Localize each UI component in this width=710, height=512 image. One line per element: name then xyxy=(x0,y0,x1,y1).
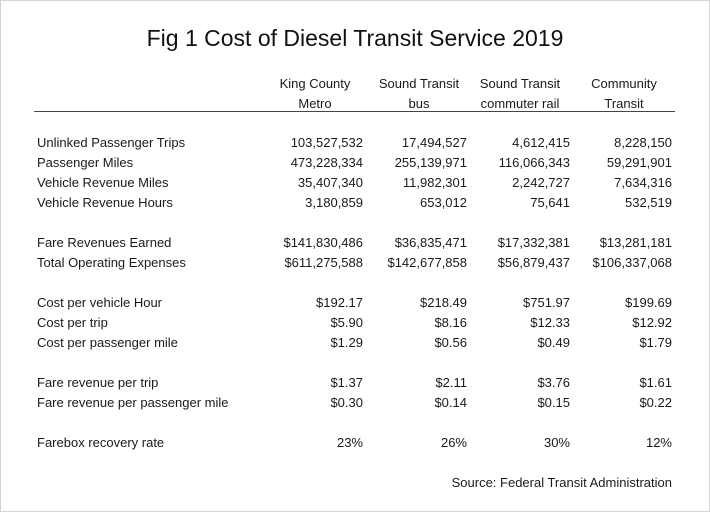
table-cell: $1.79 xyxy=(639,335,672,350)
column-header-line: Metro xyxy=(298,96,332,111)
table-cell: 3,180,859 xyxy=(305,195,363,210)
row-label: Fare Revenues Earned xyxy=(37,235,172,250)
row-label: Cost per vehicle Hour xyxy=(37,295,162,310)
table-cell: $12.92 xyxy=(632,315,672,330)
table-cell: $1.61 xyxy=(639,375,672,390)
table-cell: $56,879,437 xyxy=(497,255,570,270)
row-label: Total Operating Expenses xyxy=(37,255,186,270)
row-label: Vehicle Revenue Hours xyxy=(37,195,173,210)
row-label: Fare revenue per passenger mile xyxy=(37,395,229,410)
table-cell: $12.33 xyxy=(530,315,570,330)
table-cell: $3.76 xyxy=(537,375,570,390)
table-row: Farebox recovery rate 23% 26% 30% 12% xyxy=(1,433,709,453)
table-cell: $142,677,858 xyxy=(387,255,467,270)
table-row: Vehicle Revenue Miles 35,407,340 11,982,30… xyxy=(1,173,709,193)
table-cell: $0.15 xyxy=(537,395,570,410)
table-cell: 17,494,527 xyxy=(401,135,467,150)
table-cell: 103,527,532 xyxy=(290,135,363,150)
column-header-line: King County xyxy=(279,76,351,91)
table-row: Total Operating Expenses $611,275,588 $142… xyxy=(1,253,709,273)
table-cell: 11,982,301 xyxy=(402,175,467,190)
table-row: Fare Revenues Earned $141,830,486 $36,835,… xyxy=(1,233,709,253)
table-cell: $751.97 xyxy=(523,295,570,310)
table-cell: 7,634,316 xyxy=(614,175,672,190)
table-cell: $0.56 xyxy=(434,335,467,350)
column-header-sound-transit-commuter-rail: Sound Transit commuter rail xyxy=(471,74,569,114)
table-cell: 59,291,901 xyxy=(606,155,672,170)
table-row: Unlinked Passenger Trips 103,527,532 17,49… xyxy=(1,133,709,153)
table-cell: $13,281,181 xyxy=(599,235,672,250)
table-cell: $1.29 xyxy=(330,335,363,350)
table-cell: $218.49 xyxy=(420,295,467,310)
row-label: Unlinked Passenger Trips xyxy=(37,135,186,150)
table-cell: 23% xyxy=(336,435,363,450)
column-header-line: bus xyxy=(408,96,430,111)
table-cell: $0.14 xyxy=(434,395,467,410)
table-cell: $192.17 xyxy=(316,295,363,310)
table-cell: $141,830,486 xyxy=(283,235,363,250)
table-cell: 26% xyxy=(440,435,467,450)
table-cell: 653,012 xyxy=(420,195,467,210)
table-cell: 116,066,343 xyxy=(498,155,570,170)
column-header-sound-transit-bus: Sound Transit bus xyxy=(371,74,467,114)
table-row: Fare revenue per trip $1.37 $2.11 $3.76 $1.6… xyxy=(1,373,709,393)
table-row: Passenger Miles 473,228,334 255,139,971 116… xyxy=(1,153,709,173)
column-header-line: Transit xyxy=(604,96,644,111)
row-label: Farebox recovery rate xyxy=(37,435,165,450)
row-label: Vehicle Revenue Miles xyxy=(37,175,169,190)
table-cell: $8.16 xyxy=(434,315,467,330)
table-cell: 532,519 xyxy=(625,195,672,210)
table-cell: 473,228,334 xyxy=(290,155,363,170)
table-row: Cost per vehicle Hour $192.17 $218.49 $751.… xyxy=(1,293,709,313)
row-label: Cost per passenger mile xyxy=(37,335,178,350)
column-header-line: commuter rail xyxy=(480,96,560,111)
table-cell: 4,612,415 xyxy=(512,135,570,150)
table-cell: $0.30 xyxy=(330,395,363,410)
column-headers: King County Metro Sound Transit bus Soun… xyxy=(1,74,709,114)
column-header-line: Sound Transit xyxy=(378,76,460,91)
table-row: Cost per trip $5.90 $8.16 $12.33 $12.92 xyxy=(1,313,709,333)
header-divider xyxy=(34,111,675,112)
row-label: Cost per trip xyxy=(37,315,108,330)
table-cell: 30% xyxy=(543,435,570,450)
table-cell: $106,337,068 xyxy=(592,255,672,270)
table-cell: $36,835,471 xyxy=(394,235,467,250)
table-cell: $17,332,381 xyxy=(497,235,570,250)
table-cell: $0.22 xyxy=(639,395,672,410)
table-row: Vehicle Revenue Hours 3,180,859 653,012 75,… xyxy=(1,193,709,213)
table-cell: 12% xyxy=(645,435,672,450)
table-cell: $5.90 xyxy=(330,315,363,330)
source-note: Source: Federal Transit Administration xyxy=(451,475,672,490)
table-cell: 8,228,150 xyxy=(614,135,672,150)
column-header-king-county-metro: King County Metro xyxy=(272,74,358,114)
column-header-line: Sound Transit xyxy=(479,76,561,91)
column-header-community-transit: Community Transit xyxy=(579,74,669,114)
table-cell: $0.49 xyxy=(537,335,570,350)
table-row: Cost per passenger mile $1.29 $0.56 $0.49 $1… xyxy=(1,333,709,353)
table-cell: 255,139,971 xyxy=(394,155,467,170)
figure-title: Fig 1 Cost of Diesel Transit Service 201… xyxy=(146,25,564,51)
table-cell: 35,407,340 xyxy=(297,175,363,190)
table-cell: $1.37 xyxy=(330,375,363,390)
table-cell: $2.11 xyxy=(435,375,467,390)
table-cell: 2,242,727 xyxy=(512,175,570,190)
table-cell: $199.69 xyxy=(625,295,672,310)
column-header-line: Community xyxy=(591,76,657,91)
row-label: Passenger Miles xyxy=(37,155,134,170)
table-cell: $611,275,588 xyxy=(284,255,363,270)
row-label: Fare revenue per trip xyxy=(37,375,159,390)
table-row: Fare revenue per passenger mile $0.30 $0.1… xyxy=(1,393,709,413)
table-cell: 75,641 xyxy=(530,195,570,210)
